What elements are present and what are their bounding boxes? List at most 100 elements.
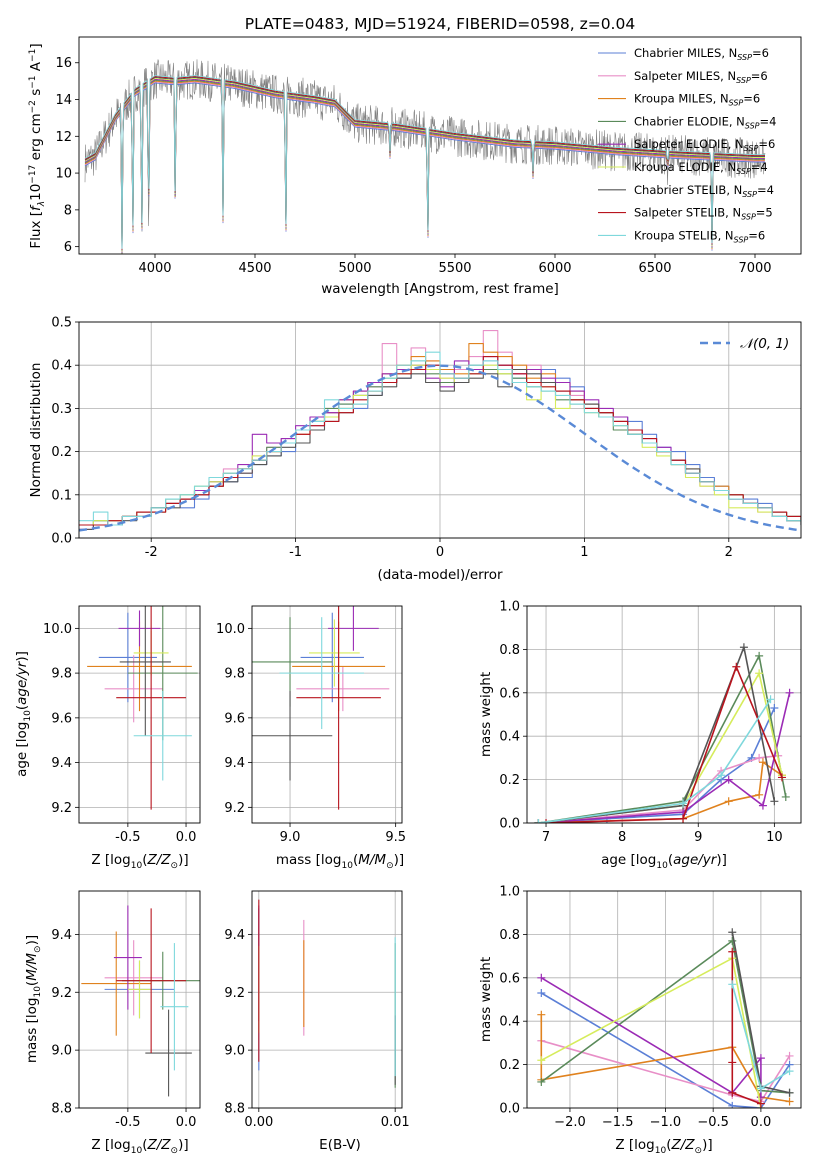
histogram-step-line: [79, 368, 801, 530]
data-marker: [732, 662, 741, 671]
y-tick-label: 9.8: [224, 667, 245, 682]
x-tick-label: 4500: [238, 261, 271, 276]
x-tick-label: 0.0: [751, 1115, 772, 1130]
legend-label: Kroupa STELIB, NSSP=6: [634, 228, 765, 244]
data-marker: [785, 1067, 794, 1076]
plot-area-residuals: [79, 330, 801, 532]
weight-line: [540, 940, 790, 1094]
legend-label: Salpeter ELODIE, NSSP=6: [634, 137, 775, 153]
weight-line: [540, 992, 791, 1108]
x-tick-label: 0.0: [176, 1115, 197, 1130]
data-marker: [756, 1099, 765, 1108]
data-marker: [781, 792, 790, 801]
data-marker: [755, 753, 764, 762]
x-tick-label: -2: [145, 545, 158, 560]
y-tick-label: 9.4: [224, 756, 245, 771]
data-marker: [755, 651, 764, 660]
y-tick-label: 9.0: [224, 1044, 245, 1059]
x-tick-label: 1: [580, 545, 588, 560]
y-tick-label: 0.4: [499, 1015, 520, 1030]
axes-frame: [78, 605, 201, 824]
x-axis-label: Z [log10(Z/Z⊙)]: [91, 1137, 188, 1156]
data-marker: [728, 947, 737, 956]
x-axis-label: wavelength [Angstrom, rest frame]: [321, 281, 559, 297]
x-tick-label: 7: [542, 830, 550, 845]
y-tick-label: 6: [64, 240, 72, 255]
legend-label: Chabrier ELODIE, NSSP=4: [634, 114, 776, 130]
y-tick-label: 0.8: [499, 928, 520, 943]
data-marker: [728, 1088, 737, 1097]
axes-mass_vs_EBV: 0.00 0.01 8.8 9.0 9.2 9.4 E(B-V): [224, 890, 410, 1153]
legend-label: Kroupa MILES, NSSP=6: [634, 92, 760, 108]
axes-frame: [526, 890, 802, 1109]
axes-frame: [78, 321, 802, 539]
data-marker: [537, 1010, 546, 1019]
y-tick-label: 9.8: [51, 667, 72, 682]
x-tick-label: -0.5: [115, 1115, 140, 1130]
axes-frame: [78, 36, 802, 255]
axes-age_vs_mass: 9.0 9.5 9.2 9.4 9.6 9.8 10.0 mass [log10(M/M⊙)]: [216, 605, 406, 871]
weight-line: [538, 646, 776, 823]
data-marker: [537, 973, 546, 982]
y-tick-label: 0.0: [51, 532, 72, 547]
y-axis-label: Flux [fλ10−17 erg cm−2 s−1 A−1]: [28, 43, 47, 248]
y-axis-label: mass [log10(M/M⊙)]: [24, 935, 43, 1063]
y-tick-label: 0.3: [51, 402, 72, 417]
legend-label: Kroupa ELODIE, NSSP=4: [634, 160, 768, 176]
x-tick-label: 0: [436, 545, 444, 560]
x-tick-label: 0.0: [176, 830, 197, 845]
data-marker: [537, 1077, 546, 1086]
data-marker: [770, 703, 779, 712]
axes-spectrum: 4000 4500 5000 5500 6000 6500 7000 6 8 10 12 14 16 wa…: [28, 36, 802, 297]
weight-line: [538, 672, 783, 823]
weight-line: [545, 665, 783, 823]
y-tick-label: 9.6: [51, 711, 72, 726]
data-marker: [755, 669, 764, 678]
y-tick-label: 8.8: [224, 1102, 245, 1117]
data-marker: [758, 801, 767, 810]
y-axis-label: mass weight: [478, 957, 494, 1042]
figure-title: PLATE=0483, MJD=51924, FIBERID=0598, z=0…: [245, 15, 635, 33]
x-tick-label: 4000: [138, 261, 171, 276]
axes-frame: [251, 605, 403, 824]
y-tick-label: 9.0: [51, 1044, 72, 1059]
x-tick-label: 6500: [638, 261, 671, 276]
gaussian-curve: [79, 364, 801, 532]
x-tick-label: −2.0: [554, 1115, 586, 1130]
data-marker: [728, 928, 737, 937]
data-marker: [537, 988, 546, 997]
y-tick-label: 16: [55, 56, 72, 71]
data-marker: [728, 1101, 737, 1108]
histogram-step-line: [79, 360, 801, 526]
y-tick-label: 9.2: [224, 801, 245, 816]
data-marker: [679, 814, 688, 823]
x-tick-label: −1.0: [650, 1115, 682, 1130]
weight-line: [538, 698, 772, 823]
y-tick-label: 9.4: [51, 756, 72, 771]
y-tick-label: 0.0: [499, 817, 520, 832]
axes-mass_vs_Z: -0.5 0.0 8.8 9.0 9.2 9.4 Z [log10(Z/Z⊙)] mass […: [24, 890, 201, 1156]
y-tick-label: 0.6: [499, 971, 520, 986]
y-tick-label: 9.2: [51, 801, 72, 816]
weight-line: [540, 977, 762, 1098]
data-marker: [534, 819, 543, 823]
y-tick-label: 0.8: [499, 643, 520, 658]
y-tick-label: 0.2: [51, 445, 72, 460]
plot-area-spectrum: [84, 59, 766, 254]
data-marker: [755, 790, 764, 799]
x-tick-label: 5000: [338, 261, 371, 276]
x-tick-label: 7000: [738, 261, 771, 276]
x-tick-label: −0.5: [697, 1115, 729, 1130]
data-marker: [537, 1056, 546, 1065]
y-axis-label: Normed distribution: [28, 363, 44, 498]
y-tick-label: 10: [55, 167, 72, 182]
data-marker: [728, 1058, 737, 1067]
data-marker: [679, 799, 688, 808]
x-tick-label: 10: [766, 830, 783, 845]
model-spectrum-line: [84, 77, 765, 252]
plot-area-mass_vs_EBV: [258, 899, 396, 1088]
histogram-step-line: [79, 343, 801, 526]
legend-label: Chabrier STELIB, NSSP=4: [634, 183, 774, 199]
y-tick-label: 10.0: [216, 622, 245, 637]
